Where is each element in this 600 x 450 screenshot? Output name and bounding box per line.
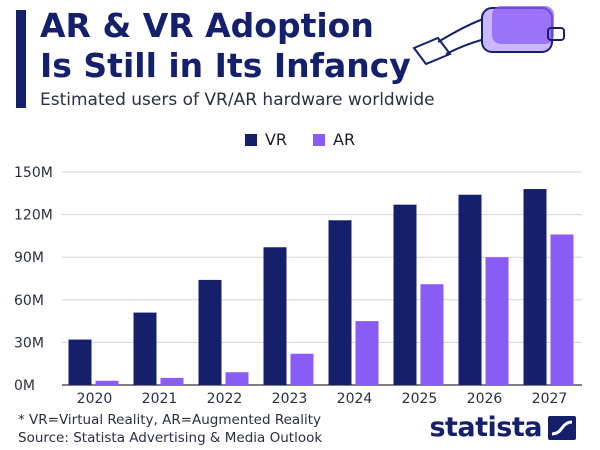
source-note: Source: Statista Advertising & Media Out… <box>18 430 323 446</box>
x-tick-label: 2026 <box>467 391 503 407</box>
y-tick-label: 120M <box>14 208 53 224</box>
legend-swatch-vr <box>244 133 257 146</box>
page-title: AR & VR Adoption Is Still in Its Infancy <box>40 6 411 86</box>
vr-headset-icon <box>412 6 565 66</box>
bar-vr-2021 <box>133 312 157 385</box>
x-tick-label: 2024 <box>337 391 373 407</box>
y-tick-label: 90M <box>14 250 44 266</box>
x-tick-label: 2025 <box>402 391 438 407</box>
legend-swatch-ar <box>313 133 325 146</box>
bar-chart: 0M 30M 60M 90M 120M 150M 2020 2021 2022 2023 2024 2… <box>14 165 582 407</box>
y-tick-label: 60M <box>14 293 44 309</box>
legend-label-ar: AR <box>333 130 356 149</box>
bar-vr-2024 <box>328 220 352 385</box>
bar-vr-2026 <box>458 194 482 385</box>
legend-item-vr: VR <box>244 130 287 149</box>
bar-ar-2024 <box>355 321 379 385</box>
x-tick-label: 2021 <box>142 391 178 407</box>
brand-logo: statista <box>429 412 576 443</box>
title-line-2: Is Still in Its Infancy <box>40 46 411 85</box>
bar-ar-2023 <box>290 353 314 385</box>
x-tick-label: 2027 <box>532 391 568 407</box>
brand-name: statista <box>429 412 542 443</box>
x-tick-label: 2020 <box>77 391 113 407</box>
y-tick-label: 30M <box>14 335 44 351</box>
bar-ar-2020 <box>95 380 119 385</box>
title-line-1: AR & VR Adoption <box>40 6 374 45</box>
page-subtitle: Estimated users of VR/AR hardware worldw… <box>40 90 435 110</box>
bar-vr-2025 <box>393 204 417 385</box>
bar-vr-2027 <box>523 189 547 385</box>
bar-ar-2025 <box>420 284 444 385</box>
y-tick-label: 150M <box>14 165 53 181</box>
bar-vr-2022 <box>198 279 222 385</box>
bar-vr-2020 <box>68 339 92 385</box>
bar-ar-2027 <box>550 234 574 385</box>
bar-ar-2021 <box>160 377 184 385</box>
bar-vr-2023 <box>263 247 287 385</box>
title-accent-bar <box>16 10 26 108</box>
bar-ar-2026 <box>485 257 509 385</box>
footnote: * VR=Virtual Reality, AR=Augmented Reali… <box>18 412 321 428</box>
y-tick-label: 0M <box>14 378 35 394</box>
legend-item-ar: AR <box>313 130 355 149</box>
statista-logo-icon <box>548 415 576 440</box>
legend-label-vr: VR <box>264 130 287 149</box>
bar-ar-2022 <box>225 372 249 385</box>
x-tick-label: 2022 <box>207 391 243 407</box>
x-tick-label: 2023 <box>272 391 308 407</box>
chart-legend: VR AR <box>0 130 600 149</box>
